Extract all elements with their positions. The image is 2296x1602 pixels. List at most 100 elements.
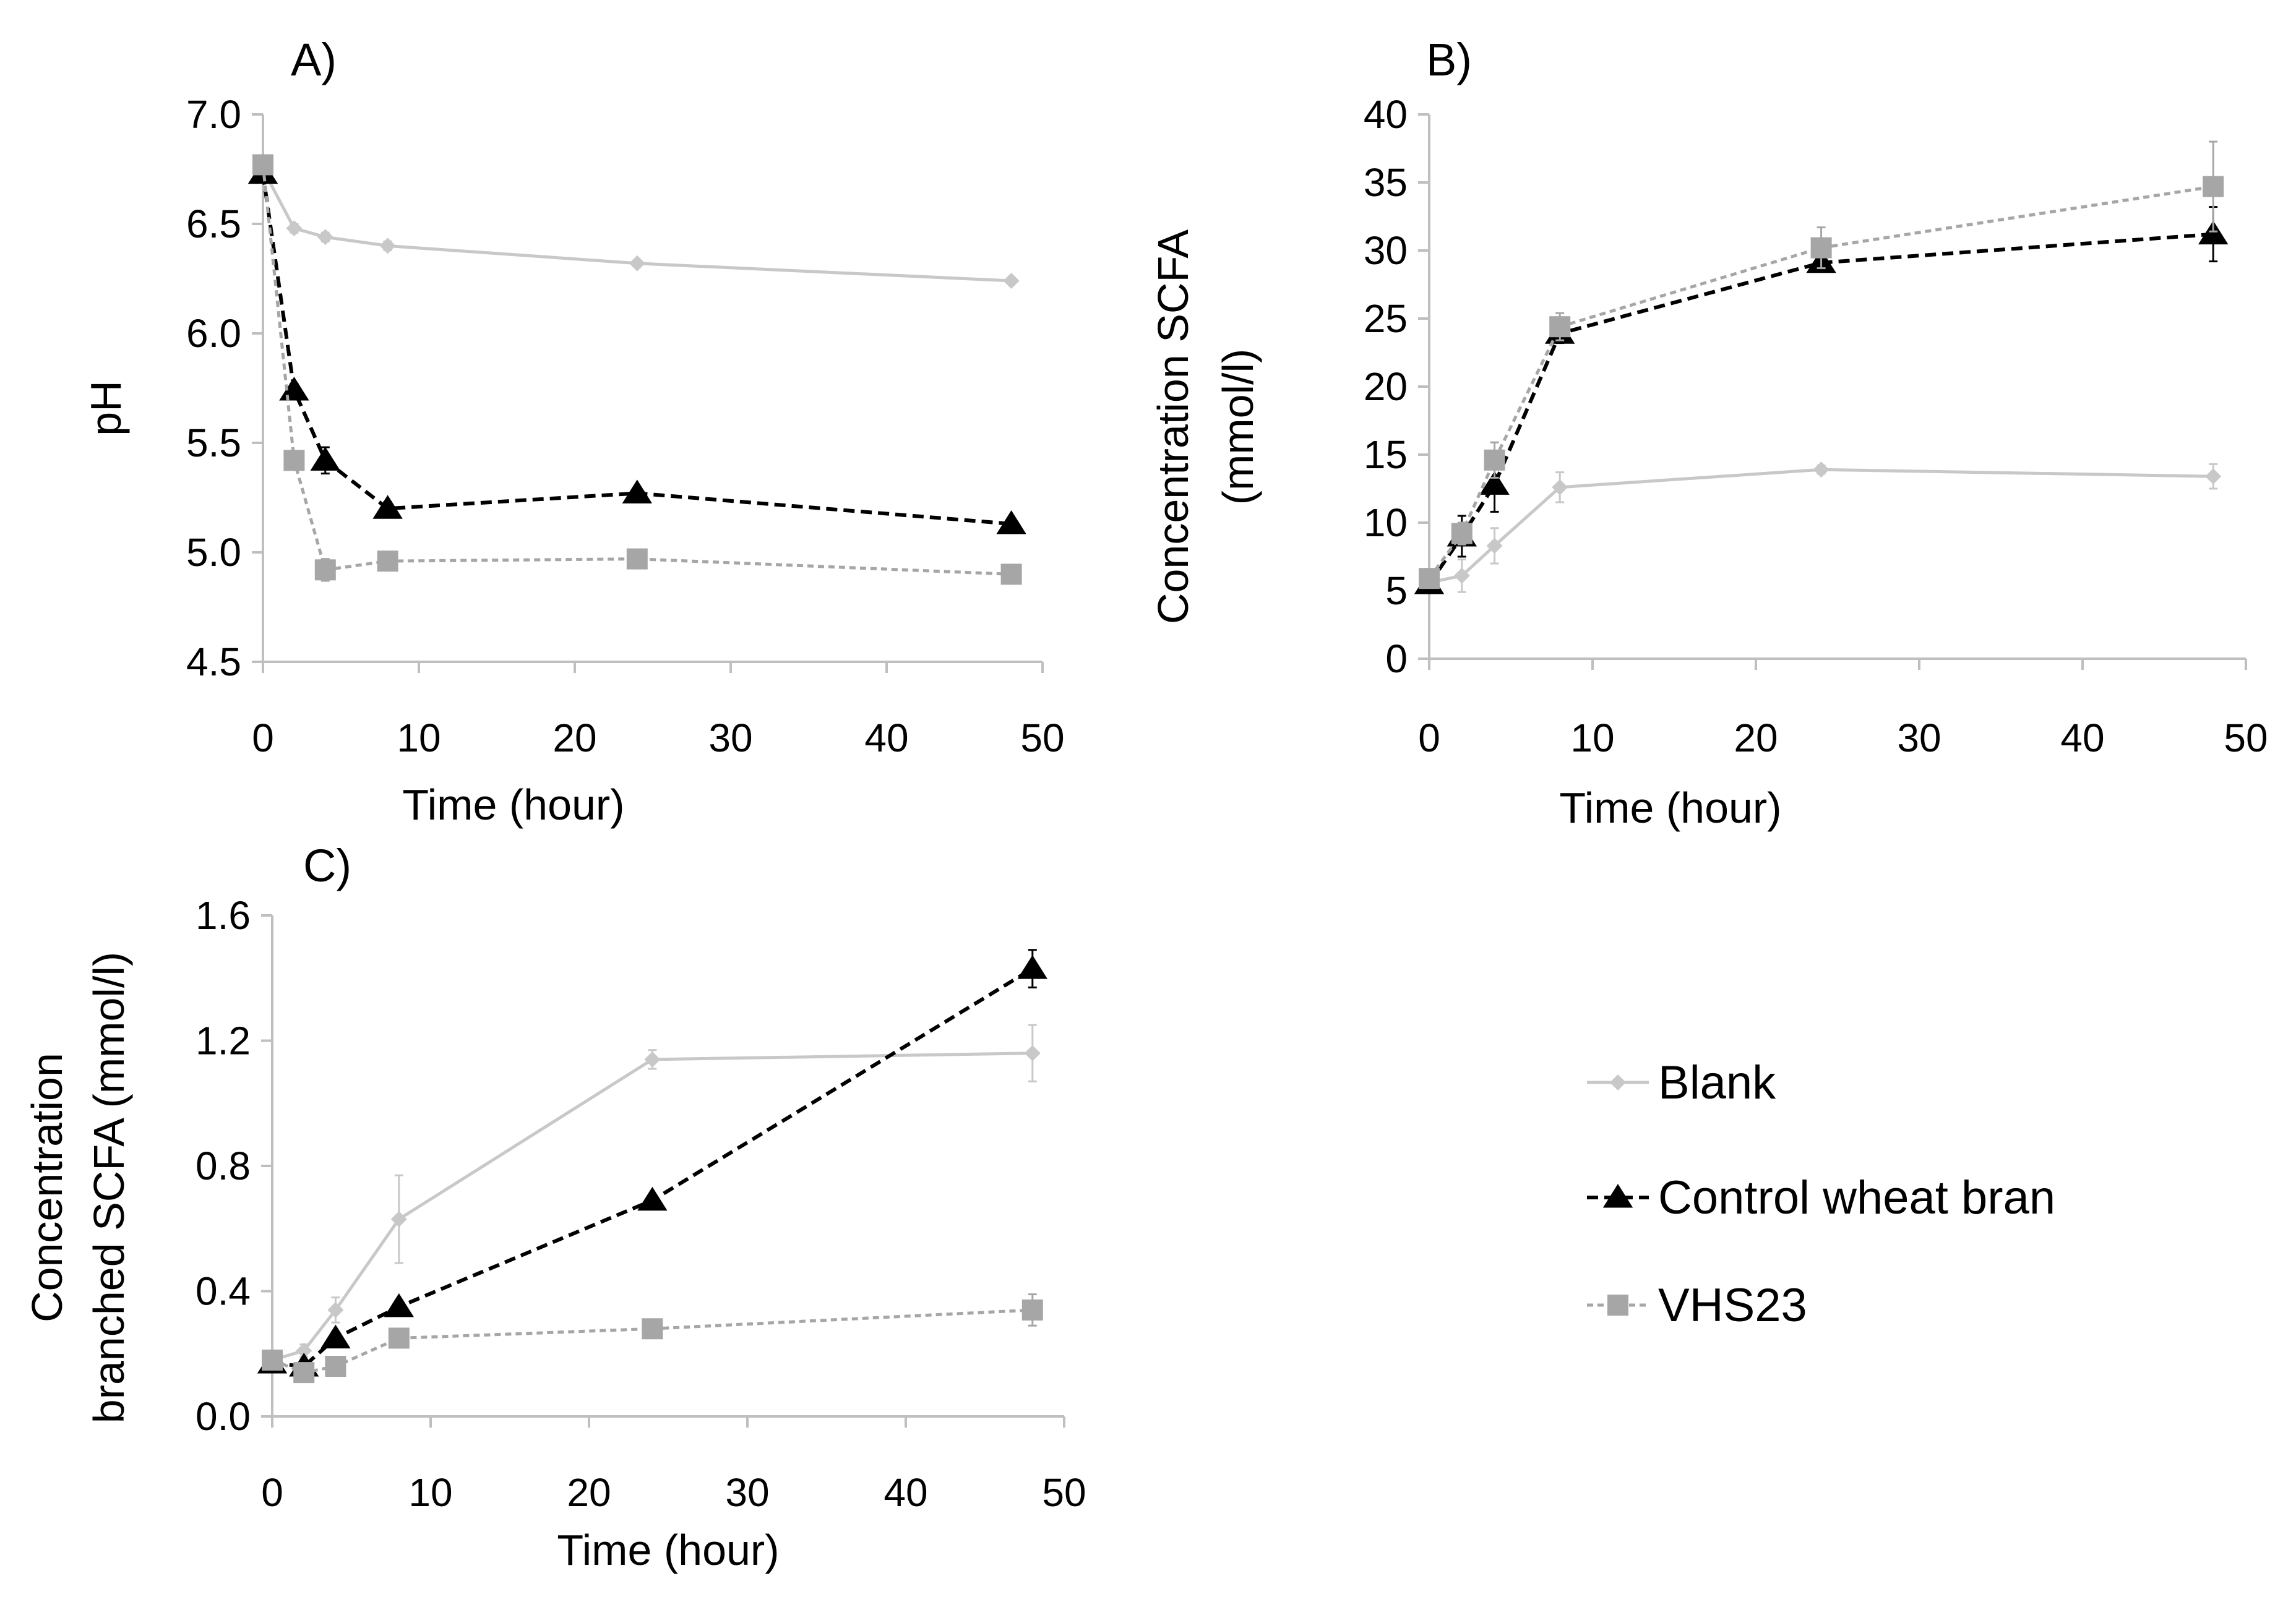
panel-c-point-vhs [262,1349,283,1371]
legend-marker-vhs [1607,1295,1628,1316]
panel-c-y-axis-title: Concentration [23,1053,71,1322]
panel-c-y-tick-label: 1.2 [196,1019,251,1063]
panel-c-point-vhs [1021,1299,1043,1321]
panel-b-point-blank [1453,567,1470,584]
panel-b-x-tick-label: 30 [1897,716,1941,760]
panel-c-y-tick-label: 0.0 [196,1394,251,1439]
legend-item-vhs23: VHS23 [1587,1279,1807,1332]
panel-a-point-blank [317,229,333,246]
legend: Blank Control wheat bran VHS23 [1587,1056,2055,1332]
panel-a-x-axis-title: Time (hour) [402,781,624,829]
panel-c-x-tick-label: 50 [1042,1470,1086,1515]
panel-a-x-tick-label: 50 [1020,716,1064,760]
panel-c-point-blank [390,1211,407,1228]
panel-c-point-blank [1024,1045,1041,1061]
panel-a-point-blank [1003,273,1020,289]
panel-b-x-tick-label: 40 [2060,716,2104,760]
panel-b-y-tick-label: 25 [1364,296,1408,341]
panel-b-point-blank [1486,538,1503,554]
panel-a-x-tick-label: 20 [553,716,596,760]
panel-b-point-vhs [2203,176,2224,197]
panel-c-label: C) [303,840,351,891]
panel-c-y-tick-label: 0.8 [196,1144,251,1188]
panel-c-y-tick-label: 0.4 [196,1269,251,1314]
panel-a-y-tick-label: 5.0 [186,530,241,575]
legend-label-blank: Blank [1658,1056,1776,1109]
panel-b-x-tick-label: 0 [1418,716,1440,760]
legend-label-control: Control wheat bran [1658,1172,2055,1224]
panel-c-point-control [384,1293,414,1317]
panel-c-point-control [637,1186,668,1211]
panel-c-point-vhs [388,1327,410,1349]
panel-b-point-vhs [1419,568,1440,589]
legend-marker-blank [1610,1074,1626,1090]
panel-a-x-tick-label: 40 [864,716,908,760]
panel-b-point-vhs [1451,523,1473,544]
panel-a-series-line-blank [261,168,1012,283]
panel-a-series-line-control [261,173,1012,526]
legend-label-vhs23: VHS23 [1658,1279,1807,1332]
panel-b-y-tick-label: 10 [1364,500,1408,545]
panel-c-y-axis-title-unit: branched SCFA (mmol/l) [85,952,133,1423]
panel-a-y-tick-label: 7.0 [186,92,241,137]
panel-a-chart: A) Time (hour) pH 4.5 5.0 5.5 6.0 6.5 7.0 0 10 2… [82,34,1065,829]
panel-a-point-control [622,479,652,503]
panel-a-y-tick-label: 5.5 [186,421,241,465]
panel-a-point-control [279,377,309,401]
panel-a-point-blank [286,220,303,237]
panel-c-point-vhs [642,1318,663,1340]
panel-b-y-tick-label: 35 [1364,160,1408,205]
panel-c-x-tick-label: 30 [725,1470,769,1515]
legend-marker-control [1602,1184,1633,1208]
panel-a-point-control [310,447,340,471]
panel-a-x-tick-label: 30 [708,716,752,760]
panel-a-point-control [372,495,403,519]
panel-c-x-axis-title: Time (hour) [557,1526,779,1574]
panel-b-point-vhs [1549,316,1571,338]
panel-a-y-tick-label: 6.0 [186,311,241,356]
panel-a-point-vhs [283,450,305,471]
panel-b-point-control [2198,220,2229,245]
panel-b-point-control [1479,471,1510,495]
panel-c-point-control [1017,955,1047,979]
panel-c-series-line-control [272,967,1034,1369]
panel-a-y-tick-label: 4.5 [186,640,241,684]
panel-c-x-tick-label: 40 [884,1470,927,1515]
panel-b-point-vhs [1484,449,1505,471]
panel-a-point-vhs [377,550,398,572]
panel-b-y-tick-label: 20 [1364,364,1408,409]
panel-a-x-tick-label: 0 [252,716,274,760]
panel-b-label: B) [1426,34,1472,85]
panel-b-y-tick-label: 5 [1385,568,1408,613]
panel-a-y-tick-label: 6.5 [186,202,241,246]
panel-c-point-blank [327,1301,344,1318]
panel-a-point-control [996,510,1026,534]
panel-b-y-tick-label: 15 [1364,432,1408,477]
panel-a-series-line-vhs [261,165,1012,576]
panel-c-y-tick-label: 1.6 [196,893,251,938]
panel-b-y-tick-label: 0 [1385,636,1408,681]
panel-b-point-vhs [1810,237,1832,259]
legend-item-control: Control wheat bran [1587,1172,2055,1224]
panel-b-point-blank [2205,468,2222,485]
panel-b-chart: B) Time (hour) Concentration SCFA (mmol/… [1149,34,2268,832]
panel-c-point-vhs [325,1356,346,1377]
panel-b-y-axis-title-unit: (mmol/l) [1214,349,1262,505]
panel-c-point-vhs [293,1362,315,1384]
panel-c-series-line-vhs [272,1308,1033,1374]
panel-a-label: A) [291,34,337,85]
panel-b-x-tick-label: 10 [1570,716,1614,760]
panel-c-point-control [320,1324,351,1348]
panel-b-series-line-blank [1429,468,2214,585]
legend-item-blank: Blank [1587,1056,1776,1109]
panel-b-series-line-control [1427,232,2214,585]
panel-b-x-tick-label: 50 [2224,716,2268,760]
panel-a-point-blank [379,238,396,254]
panel-c-chart: C) Time (hour) Concentration branched SC… [23,840,1086,1574]
panel-a-point-vhs [252,154,273,176]
panel-b-y-tick-label: 40 [1364,92,1408,137]
panel-a-y-axis-title: pH [82,380,130,435]
panel-a-x-tick-label: 10 [397,716,441,760]
panel-b-x-tick-label: 20 [1734,716,1778,760]
